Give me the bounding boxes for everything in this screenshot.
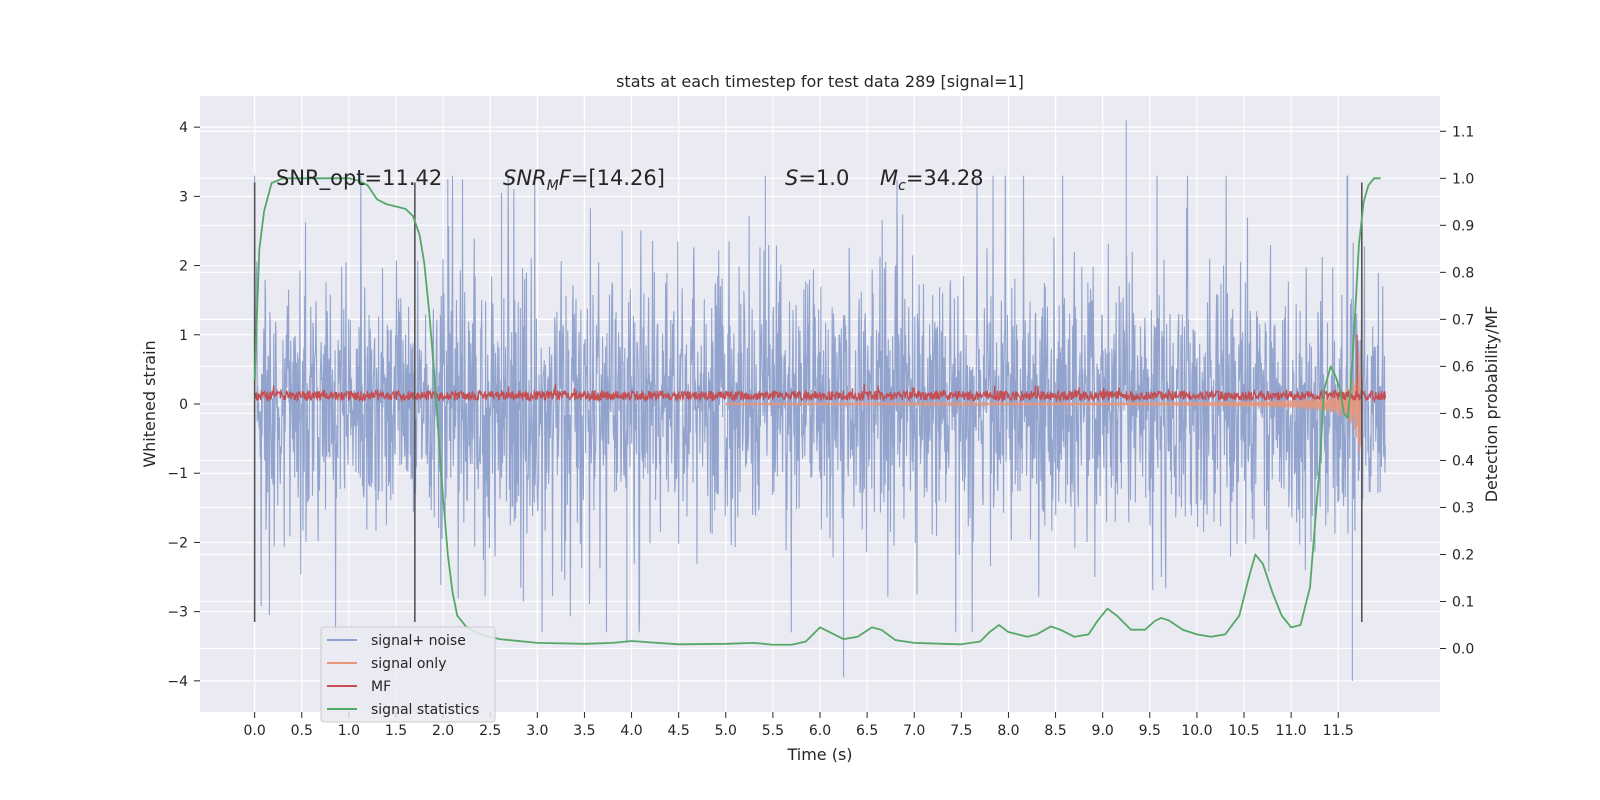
x-tick-label: 7.0 (903, 723, 925, 739)
y2-axis-label: Detection probability/MF (1482, 306, 1501, 503)
x-tick-label: 9.5 (1139, 723, 1161, 739)
x-tick-label: 3.5 (573, 723, 595, 739)
legend-label: signal statistics (371, 702, 479, 718)
y2-tick-label: 0.9 (1452, 218, 1474, 234)
annotation-subscript: c (898, 178, 906, 194)
signal-statistics-layer (253, 177, 1381, 646)
series-layer (254, 120, 1386, 681)
x-tick-label: 8.0 (997, 723, 1019, 739)
mf-line (254, 334, 1386, 403)
y-tick-label: −3 (167, 605, 188, 621)
x-tick-label: 1.5 (385, 723, 407, 739)
annotation-part: =1.0 (798, 166, 849, 190)
annotation-layer: SNR_opt=11.42 SNRMF=[14.26] S=1.0 Mc=34.28 (276, 166, 984, 194)
annotation-text: S=1.0 (785, 166, 849, 190)
y-tick-label: 3 (179, 189, 188, 205)
y-tick-label: −4 (167, 674, 188, 690)
y2-tick-label: 0.1 (1452, 594, 1474, 610)
y-tick-label: 4 (179, 120, 188, 136)
y2-tick-label: 0.4 (1452, 453, 1474, 469)
y-axis-label: Whitened strain (140, 340, 159, 467)
x-tick-label: 6.5 (856, 723, 878, 739)
y-tick-label: 1 (179, 328, 188, 344)
x-tick-label: 0.0 (244, 723, 266, 739)
x-tick-label: 11.5 (1323, 723, 1354, 739)
y2-tick-label: 0.5 (1452, 406, 1474, 422)
signal-noise-line (254, 120, 1386, 681)
x-tick-label: 4.5 (668, 723, 690, 739)
y-tick-label: 2 (179, 259, 188, 275)
y2-tick-label: 1.0 (1452, 171, 1474, 187)
annotation-part: F (559, 166, 572, 190)
x-tick-label: 2.5 (479, 723, 501, 739)
y2-tick-label: 0.7 (1452, 312, 1474, 328)
x-tick-label: 8.5 (1044, 723, 1066, 739)
grid-layer (200, 96, 1440, 712)
legend-label: signal+ noise (371, 633, 466, 649)
y2-tick-label: 0.3 (1452, 500, 1474, 516)
x-tick-label: 9.0 (1092, 723, 1114, 739)
signal-statistics-line (253, 177, 1381, 646)
annotation-part: =34.28 (906, 166, 984, 190)
y2-tick-label: 0.6 (1452, 359, 1474, 375)
x-tick-label: 6.0 (809, 723, 831, 739)
y-tick-label: −1 (167, 466, 188, 482)
chart-title: stats at each timestep for test data 289… (616, 72, 1024, 91)
x-tick-label: 7.5 (950, 723, 972, 739)
y-tick-label: 0 (179, 397, 188, 413)
annotation-part: M (880, 166, 898, 190)
legend: signal+ noise signal only MF signal statist… (320, 626, 496, 723)
y2-tick-label: 1.1 (1452, 124, 1474, 140)
x-tick-label: 2.0 (432, 723, 454, 739)
annotation-part: =[14.26] (571, 166, 665, 190)
y-tick-label: −2 (167, 535, 188, 551)
y2-tick-label: 0.8 (1452, 265, 1474, 281)
signal-only-line (725, 319, 1363, 519)
annotation-part: SNR_opt=11.42 (276, 166, 442, 191)
x-tick-label: 3.0 (526, 723, 548, 739)
x-tick-label: 4.0 (620, 723, 642, 739)
annotation-text: SNR_opt=11.42 (276, 166, 442, 191)
x-tick-label: 1.0 (338, 723, 360, 739)
annotation-part: SNR (503, 166, 547, 190)
y2-tick-label: 0.0 (1452, 642, 1474, 658)
axis-layer: −4 −3 −2 −1 0 1 2 3 4 0.0 0.1 0.2 0.3 0.4 0.5 0.6 0.7 0.8… (167, 120, 1474, 739)
annotation-subscript: M (547, 178, 559, 194)
x-tick-label: 5.5 (762, 723, 784, 739)
annotation-text: SNRMF=[14.26] (503, 166, 665, 194)
legend-label: signal only (371, 656, 446, 672)
x-axis-label: Time (s) (786, 745, 852, 764)
legend-items: signal+ noise signal only MF signal statist… (327, 633, 479, 718)
legend-box (320, 626, 496, 723)
x-tick-label: 11.0 (1276, 723, 1307, 739)
annotation-part: S (785, 166, 798, 190)
x-tick-label: 10.0 (1181, 723, 1212, 739)
annotation-text: Mc=34.28 (880, 166, 984, 194)
vline-layer (253, 182, 1363, 623)
x-tick-label: 0.5 (291, 723, 313, 739)
legend-label: MF (371, 679, 391, 695)
y2-tick-label: 0.2 (1452, 547, 1474, 563)
x-tick-label: 5.0 (715, 723, 737, 739)
x-tick-label: 10.5 (1228, 723, 1259, 739)
